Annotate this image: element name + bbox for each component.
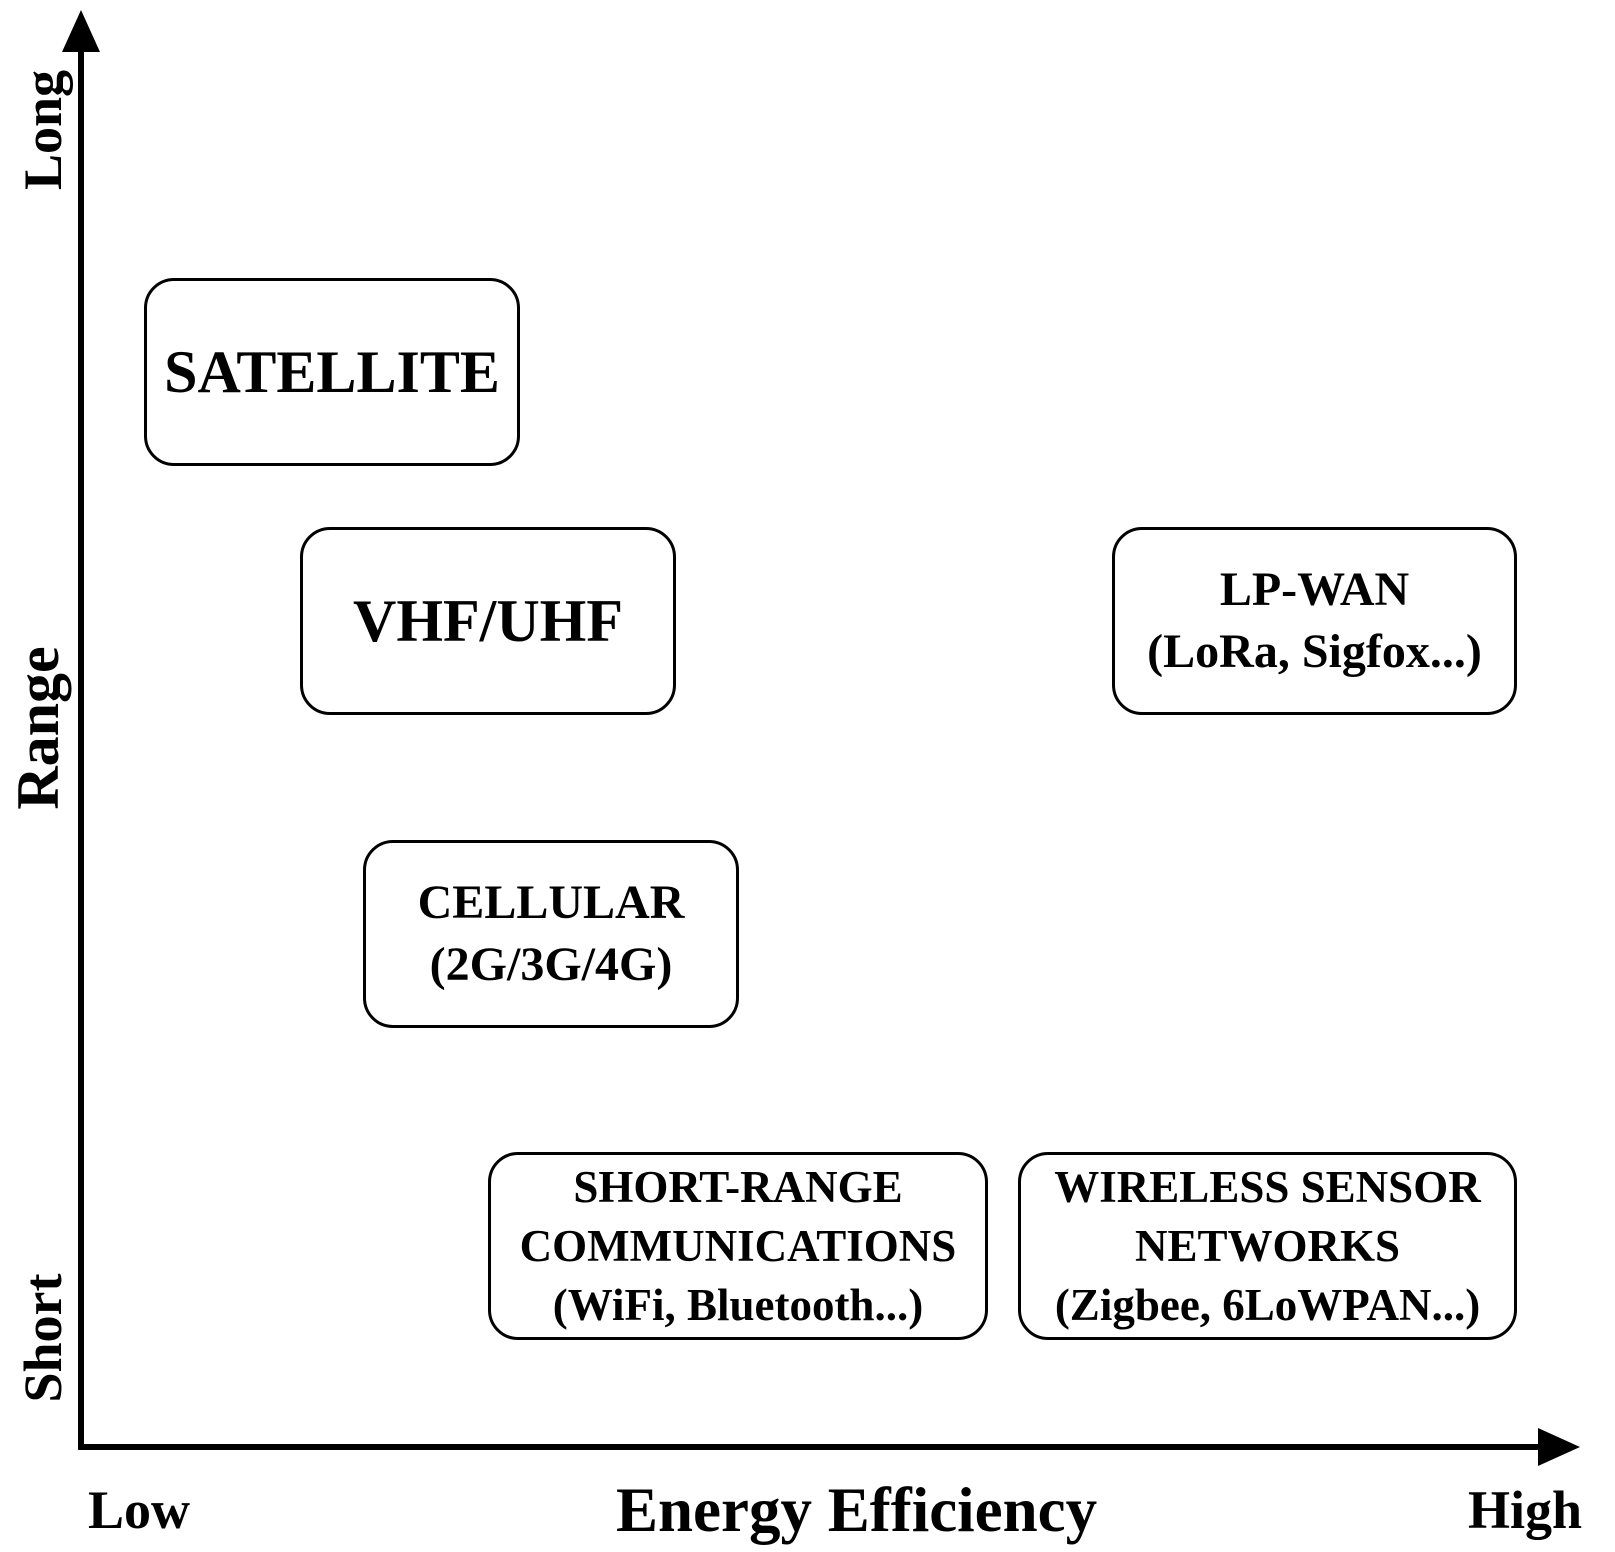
lpwan-title: LP-WAN	[1219, 563, 1410, 616]
cellular-box: CELLULAR (2G/3G/4G)	[363, 840, 739, 1028]
short-range-subtitle: COMMUNICATIONS	[519, 1220, 957, 1271]
lpwan-examples: (LoRa, Sigfox...)	[1147, 625, 1482, 678]
y-axis-arrowhead	[62, 10, 100, 52]
wsn-subtitle: NETWORKS	[1134, 1220, 1401, 1271]
y-axis-title: Range	[5, 646, 71, 810]
satellite-box: SATELLITE	[144, 278, 520, 466]
wsn-examples: (Zigbee, 6LoWPAN...)	[1054, 1279, 1481, 1330]
cellular-examples: (2G/3G/4G)	[429, 938, 673, 991]
short-range-box: SHORT-RANGE COMMUNICATIONS (WiFi, Blueto…	[488, 1152, 988, 1340]
vhf-uhf-label: VHF/UHF	[353, 588, 623, 654]
wsn-title: WIRELESS SENSOR	[1054, 1161, 1481, 1212]
lpwan-box: LP-WAN (LoRa, Sigfox...)	[1112, 527, 1517, 715]
satellite-label: SATELLITE	[164, 339, 500, 405]
short-range-title: SHORT-RANGE	[573, 1161, 903, 1212]
cellular-title: CELLULAR	[417, 876, 685, 929]
x-axis-low-label: Low	[88, 1480, 191, 1540]
vhf-uhf-box: VHF/UHF	[300, 527, 676, 715]
y-axis-low-label: Short	[13, 1273, 73, 1403]
wsn-box: WIRELESS SENSOR NETWORKS (Zigbee, 6LoWPA…	[1018, 1152, 1517, 1340]
x-axis-high-label: High	[1468, 1480, 1583, 1540]
x-axis-title: Energy Efficiency	[616, 1475, 1098, 1545]
x-axis-arrowhead	[1538, 1428, 1580, 1466]
y-axis-high-label: Long	[13, 69, 73, 191]
short-range-examples: (WiFi, Bluetooth...)	[552, 1279, 924, 1330]
